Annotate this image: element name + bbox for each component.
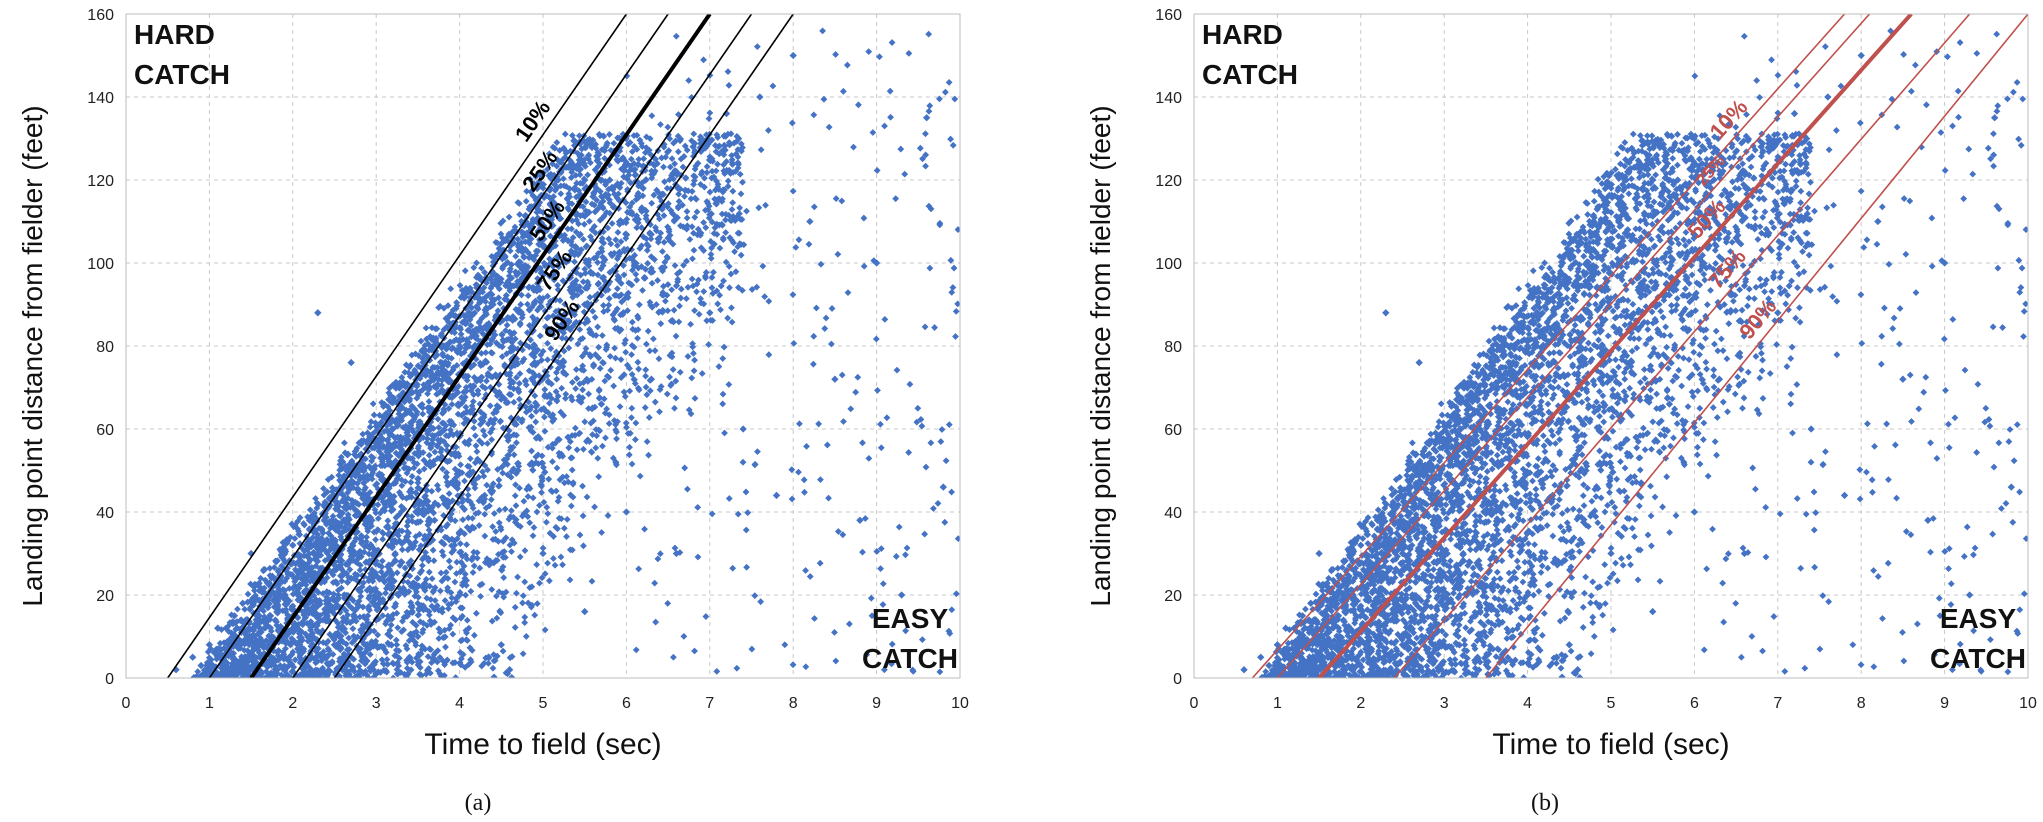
data-point bbox=[734, 229, 742, 237]
data-point bbox=[623, 423, 630, 431]
data-point bbox=[425, 451, 433, 459]
data-point bbox=[469, 569, 477, 576]
data-point bbox=[499, 553, 507, 561]
data-point bbox=[484, 440, 491, 447]
data-point bbox=[470, 417, 478, 425]
data-point bbox=[393, 569, 401, 577]
data-point bbox=[683, 257, 690, 265]
data-point bbox=[545, 150, 553, 158]
data-point bbox=[638, 224, 645, 231]
data-point bbox=[325, 647, 333, 655]
data-point bbox=[366, 423, 374, 431]
data-point bbox=[437, 569, 445, 577]
data-point bbox=[453, 558, 461, 566]
data-point bbox=[660, 191, 667, 198]
data-point bbox=[470, 631, 478, 639]
data-point bbox=[642, 176, 650, 183]
data-point bbox=[467, 294, 474, 302]
data-point bbox=[586, 218, 593, 225]
data-point bbox=[576, 171, 584, 179]
data-point bbox=[492, 528, 500, 535]
data-point bbox=[462, 591, 470, 599]
data-point bbox=[378, 557, 386, 565]
data-point bbox=[726, 234, 734, 242]
data-point bbox=[660, 212, 668, 220]
data-point bbox=[686, 235, 694, 243]
data-point bbox=[488, 617, 496, 625]
data-point bbox=[484, 659, 492, 667]
data-point bbox=[383, 656, 391, 663]
data-point bbox=[675, 318, 683, 326]
data-point bbox=[698, 370, 706, 377]
data-point bbox=[434, 415, 442, 423]
data-point bbox=[693, 208, 701, 216]
data-point bbox=[635, 155, 643, 163]
data-point bbox=[363, 533, 370, 541]
data-point bbox=[628, 404, 636, 412]
data-point bbox=[415, 468, 423, 475]
data-point bbox=[457, 604, 465, 612]
data-point bbox=[586, 293, 594, 301]
data-point bbox=[595, 473, 603, 481]
data-point bbox=[518, 291, 525, 299]
data-point bbox=[499, 469, 507, 477]
data-point bbox=[470, 562, 478, 570]
data-point bbox=[594, 454, 602, 462]
data-point bbox=[291, 656, 299, 664]
data-point bbox=[726, 284, 733, 292]
data-point bbox=[557, 190, 565, 198]
data-point bbox=[356, 566, 364, 574]
data-point bbox=[330, 636, 338, 644]
data-point bbox=[602, 434, 609, 442]
chart-panel-a: 10%25%50%75%90%0 1 2 3 4 5 6 7 8 9 100204060801001… bbox=[17, 7, 969, 816]
data-point bbox=[675, 190, 683, 198]
data-point bbox=[487, 496, 495, 504]
data-point bbox=[628, 148, 636, 156]
data-point bbox=[576, 179, 584, 187]
